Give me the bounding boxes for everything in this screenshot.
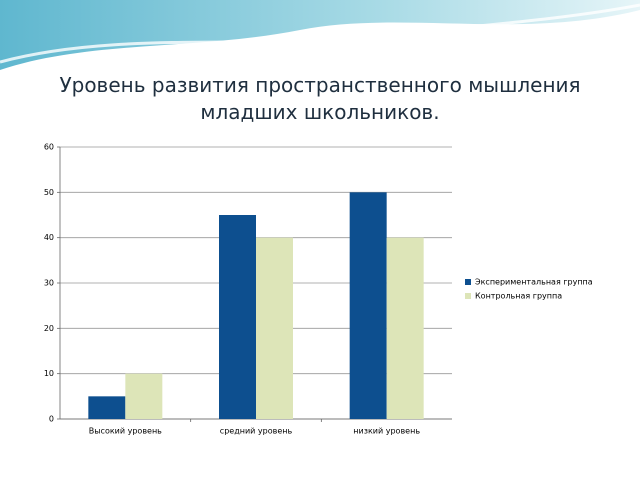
y-tick-label: 0	[49, 415, 54, 424]
x-tick-label: низкий уровень	[353, 427, 420, 436]
legend-label: Экспериментальная группа	[475, 278, 593, 287]
bar	[219, 215, 256, 419]
header-stroke	[0, 3, 640, 64]
bar	[349, 192, 387, 419]
x-tick-label: средний уровень	[220, 427, 293, 436]
bar	[256, 237, 293, 419]
y-tick-label: 10	[44, 369, 54, 378]
y-tick-label: 50	[44, 188, 54, 197]
y-tick-label: 30	[44, 279, 54, 288]
y-tick-label: 60	[44, 143, 54, 152]
bar	[88, 396, 126, 419]
y-tick-label: 40	[44, 233, 54, 242]
bar	[125, 373, 163, 419]
chart-title: Уровень развития пространственного мышле…	[59, 73, 581, 124]
header-wave	[0, 0, 640, 70]
y-tick-label: 20	[44, 324, 54, 333]
legend-label: Контрольная группа	[475, 292, 562, 301]
plot-area: 0 10 20 30 40 50 60 Высокий уровень средний уров…	[44, 143, 593, 436]
x-tick-label: Высокий уровень	[89, 427, 162, 436]
bar	[386, 237, 424, 419]
legend-swatch	[465, 293, 471, 299]
legend-swatch	[465, 279, 471, 285]
